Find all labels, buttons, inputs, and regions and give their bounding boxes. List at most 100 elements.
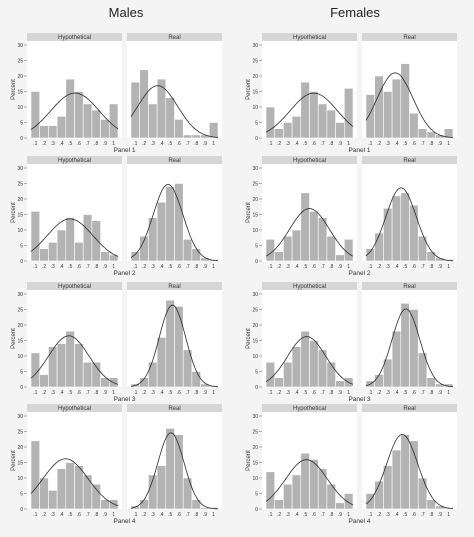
histogram-bar <box>383 465 393 510</box>
histogram-bar <box>30 91 40 139</box>
x-tick-label: .2 <box>377 512 381 518</box>
x-tick-label: 1 <box>112 512 115 518</box>
x-tick-label: .9 <box>203 390 207 396</box>
facet-strip-label: Real <box>403 35 415 41</box>
panel-label: Panel 3 <box>348 396 370 403</box>
facet-strip <box>262 404 357 412</box>
x-tick-label: .1 <box>133 141 137 147</box>
facet-strip <box>127 156 222 164</box>
histogram-bar <box>100 499 110 510</box>
x-tick-label: .2 <box>42 390 46 396</box>
y-tick-label: 15 <box>252 90 258 96</box>
x-tick-label: .8 <box>429 264 433 270</box>
facet-strip <box>27 404 122 412</box>
histogram-bar <box>417 352 428 388</box>
x-tick-label: .6 <box>77 264 81 270</box>
x-tick-label: .6 <box>312 512 316 518</box>
y-axis-label: Percent <box>11 202 17 223</box>
histogram-bar <box>283 483 293 510</box>
histogram-bar <box>74 242 84 262</box>
x-tick-label: .1 <box>33 512 37 518</box>
y-tick-label: 15 <box>252 213 258 219</box>
y-tick-label: 30 <box>17 414 23 420</box>
histogram-bar <box>383 208 393 262</box>
x-tick-label: .5 <box>303 512 307 518</box>
y-tick-label: 10 <box>252 476 258 482</box>
x-tick-label: .3 <box>386 390 390 396</box>
y-tick-label: 25 <box>252 430 258 436</box>
x-tick-label: 1 <box>212 390 215 396</box>
histogram-bar <box>156 337 167 388</box>
histogram-bar <box>274 128 284 139</box>
histogram-bar <box>182 134 193 139</box>
x-tick-label: .2 <box>377 390 381 396</box>
histogram-bar <box>65 217 75 262</box>
x-tick-label: .8 <box>94 264 98 270</box>
facet-strip <box>262 33 357 41</box>
x-tick-label: .9 <box>438 264 442 270</box>
histogram-bar <box>100 119 110 139</box>
histogram-bar <box>200 257 210 262</box>
facet-strip-label: Hypothetical <box>293 35 326 41</box>
histogram-bar <box>174 183 184 262</box>
facet-strip-label: Real <box>168 406 180 412</box>
histogram-bar <box>391 330 402 388</box>
y-tick-label: 15 <box>252 339 258 345</box>
x-tick-label: .6 <box>312 390 316 396</box>
histogram-bar <box>82 214 93 262</box>
x-tick-label: .5 <box>168 141 172 147</box>
x-tick-label: .1 <box>268 141 272 147</box>
y-axis-label: Percent <box>11 328 17 349</box>
x-tick-label: .1 <box>268 264 272 270</box>
histogram-bar <box>409 112 419 139</box>
facet-strip <box>362 156 457 164</box>
histogram-bar <box>100 251 110 262</box>
x-tick-label: .7 <box>85 264 89 270</box>
panel-label: Panel 1 <box>348 147 370 154</box>
y-tick-label: 30 <box>17 43 23 49</box>
x-tick-label: .6 <box>77 512 81 518</box>
y-tick-label: 30 <box>17 166 23 172</box>
facet-males-1-hypothetical: Hypothetical.1.2.3.4.5.6.7.8.9 1051015202… <box>11 33 136 154</box>
y-tick-label: 0 <box>20 507 23 513</box>
y-tick-label: 20 <box>17 74 23 80</box>
facet-females-3-hypothetical: Hypothetical.1.2.3.4.5.6.7.8.9 1051015202… <box>246 282 371 403</box>
x-tick-label: .4 <box>59 390 63 396</box>
facet-females-3-real: Real .1 .2 .3 .4 .5 .6 .7 .8 .9 1 <box>362 282 457 396</box>
density-curve <box>130 184 219 262</box>
x-tick-label: .9 <box>103 390 107 396</box>
density-curve <box>130 85 219 138</box>
facet-strip-label: Hypothetical <box>293 284 326 290</box>
histogram-bar <box>165 299 175 388</box>
x-tick-label: .7 <box>320 390 324 396</box>
histogram-bar <box>426 499 436 510</box>
histogram-bar <box>409 309 419 388</box>
x-tick-label: .1 <box>368 512 372 518</box>
histogram-bar <box>291 346 302 388</box>
y-tick-label: 20 <box>17 197 23 203</box>
facet-strip <box>262 282 357 290</box>
facet-females-4-hypothetical: Hypothetical.1.2.3.4.5.6.7.8.9 1051015202… <box>246 404 371 525</box>
histogram-bar <box>109 254 119 262</box>
histogram-bar <box>191 134 201 139</box>
y-tick-label: 30 <box>252 292 258 298</box>
histogram-bar <box>283 235 293 262</box>
x-tick-label: .6 <box>412 141 416 147</box>
histogram-bar <box>274 251 284 262</box>
x-tick-label: .8 <box>429 390 433 396</box>
histogram-bar <box>335 502 345 510</box>
histogram-bar <box>291 116 302 139</box>
density-curve <box>30 92 119 130</box>
y-tick-label: 25 <box>17 430 23 436</box>
x-tick-label: .8 <box>329 141 333 147</box>
y-axis-label: Percent <box>246 202 252 223</box>
facet-strip <box>27 282 122 290</box>
y-tick-label: 30 <box>252 414 258 420</box>
x-tick-label: .5 <box>303 390 307 396</box>
x-tick-label: .4 <box>59 512 63 518</box>
y-tick-label: 15 <box>17 90 23 96</box>
y-tick-label: 20 <box>17 323 23 329</box>
density-curve <box>30 335 119 385</box>
x-tick-label: .5 <box>403 264 407 270</box>
